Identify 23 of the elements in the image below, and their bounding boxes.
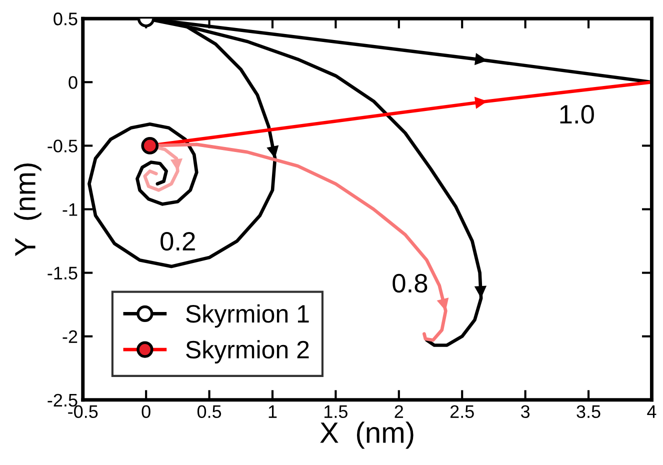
annotation: 0.2 (160, 232, 195, 251)
x-tick-label: 3 (520, 405, 530, 418)
y-axis-title: Y (nm) (14, 164, 42, 256)
y-tick-label: 0.5 (54, 12, 78, 26)
y-tick-label: -1.5 (48, 266, 78, 280)
x-tick-label: 0.5 (197, 405, 222, 418)
x-tick-label: 1 (268, 405, 277, 418)
legend-label: Skyrmion 1 (186, 304, 309, 328)
annotation: 0.8 (392, 274, 428, 293)
y-tick-label: 0 (68, 76, 78, 89)
y-tick-label: -1 (62, 203, 78, 216)
x-tick-label: 3.5 (576, 405, 600, 418)
x-tick-label: 2 (394, 405, 404, 418)
legend-label: Skyrmion 2 (186, 340, 309, 364)
y-tick-label: -2.5 (48, 394, 78, 407)
x-tick-label: 0 (142, 405, 150, 418)
annotation: 1.0 (560, 104, 594, 124)
x-tick-label: 2.5 (450, 405, 474, 418)
x-axis-title: X (nm) (320, 422, 414, 449)
y-tick-label: -0.5 (48, 140, 78, 152)
x-tick-label: 1.5 (324, 405, 348, 418)
y-tick-label: -2 (62, 330, 78, 343)
x-tick-label: 4 (647, 405, 656, 418)
